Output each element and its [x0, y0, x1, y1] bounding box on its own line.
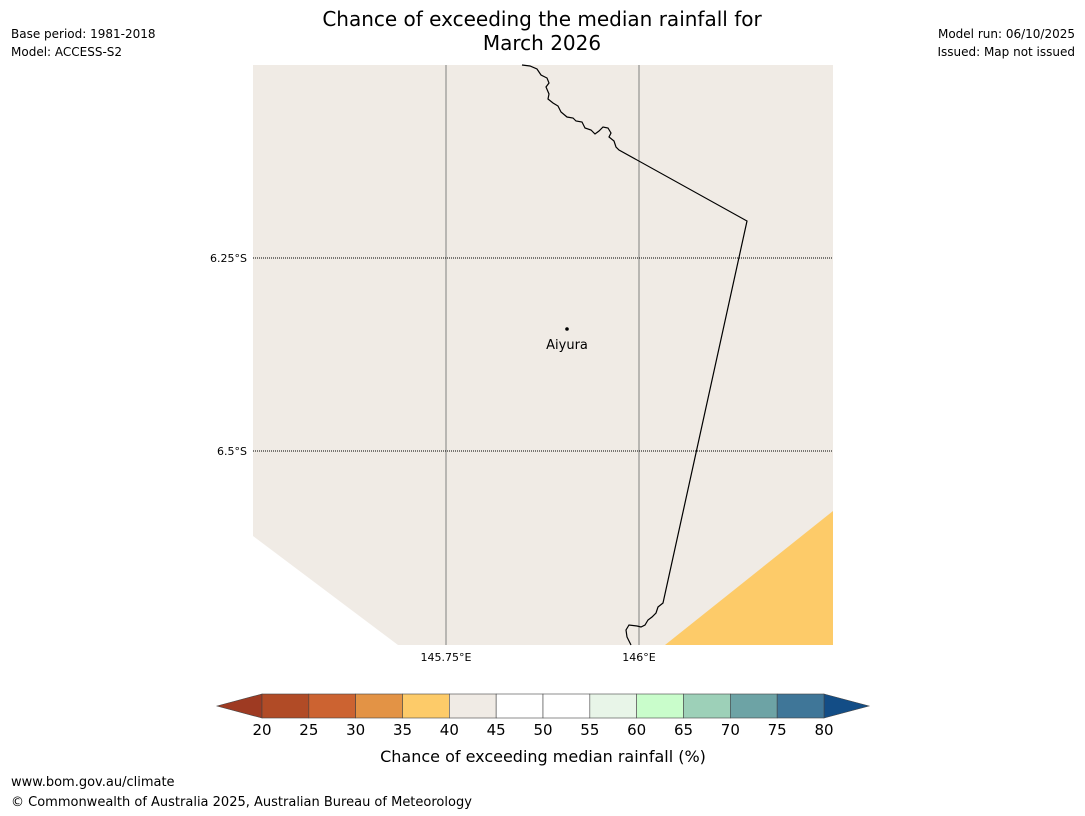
- forecast-band-35-40: [665, 511, 833, 645]
- land-region: [253, 65, 833, 645]
- colorbar-over-arrow: [823, 693, 871, 719]
- colorbar-tick-label: 25: [299, 721, 318, 739]
- lon-label-146: 146°E: [622, 651, 655, 664]
- colorbar-band: [402, 693, 450, 719]
- map-title: Chance of exceeding the median rainfall …: [242, 7, 842, 55]
- colorbar-band: [355, 693, 403, 719]
- map-panel: Aiyura 6.25°S 6.5°S 145.75°E 146°E: [210, 64, 833, 664]
- footer-copyright: © Commonwealth of Australia 2025, Austra…: [11, 795, 472, 810]
- colorbar-band: [542, 693, 591, 719]
- model-run: Model run: 06/10/2025: [937, 27, 1075, 41]
- colorbar-tick-label: 30: [346, 721, 365, 739]
- colorbar-tick-label: 50: [533, 721, 552, 739]
- issued-status: Issued: Map not issued: [937, 45, 1075, 59]
- colorbar-band: [308, 693, 356, 719]
- aiyura-label: Aiyura: [546, 338, 588, 353]
- title-line-1: Chance of exceeding the median rainfall …: [322, 7, 762, 31]
- colorbar-tick-label: 80: [814, 721, 833, 739]
- colorbar-band: [683, 693, 731, 719]
- title-line-2: March 2026: [482, 31, 602, 55]
- model-name: Model: ACCESS-S2: [11, 45, 123, 59]
- colorbar-tick-label: 40: [440, 721, 459, 739]
- colorbar-band: [449, 693, 497, 719]
- colorbar-label: Chance of exceeding median rainfall (%): [380, 747, 706, 766]
- colorbar-tick-label: 65: [674, 721, 693, 739]
- colorbar-tick-label: 20: [252, 721, 271, 739]
- colorbar-under-arrow: [215, 693, 263, 719]
- base-period: Base period: 1981-2018: [11, 27, 156, 41]
- colorbar-band: [261, 693, 310, 719]
- colorbar-band: [776, 693, 825, 719]
- colorbar-band: [589, 693, 637, 719]
- lon-label-145-75: 145.75°E: [421, 651, 472, 664]
- colorbar-tick-label: 45: [487, 721, 506, 739]
- colorbar-tick-label: 55: [580, 721, 599, 739]
- lat-label-6-5: 6.5°S: [217, 445, 247, 458]
- colorbar-band: [636, 693, 684, 719]
- boundary-line: [521, 64, 748, 646]
- colorbar-tick-label: 60: [627, 721, 646, 739]
- metadata-right: Model run: 06/10/2025 Issued: Map not is…: [937, 25, 1075, 61]
- colorbar-tick-label: 35: [393, 721, 412, 739]
- footer-url: www.bom.gov.au/climate: [11, 775, 175, 790]
- lat-label-6-25: 6.25°S: [210, 252, 247, 265]
- colorbar-band: [495, 693, 544, 719]
- colorbar-band: [730, 693, 778, 719]
- colorbar-tick-label: 75: [768, 721, 787, 739]
- metadata-left: Base period: 1981-2018 Model: ACCESS-S2: [11, 25, 156, 61]
- aiyura-marker: [565, 327, 569, 331]
- colorbar: 20 25 30 35 40 45 50 55 60 65 70 75 80 Chance of exc…: [215, 693, 871, 766]
- colorbar-tick-label: 70: [721, 721, 740, 739]
